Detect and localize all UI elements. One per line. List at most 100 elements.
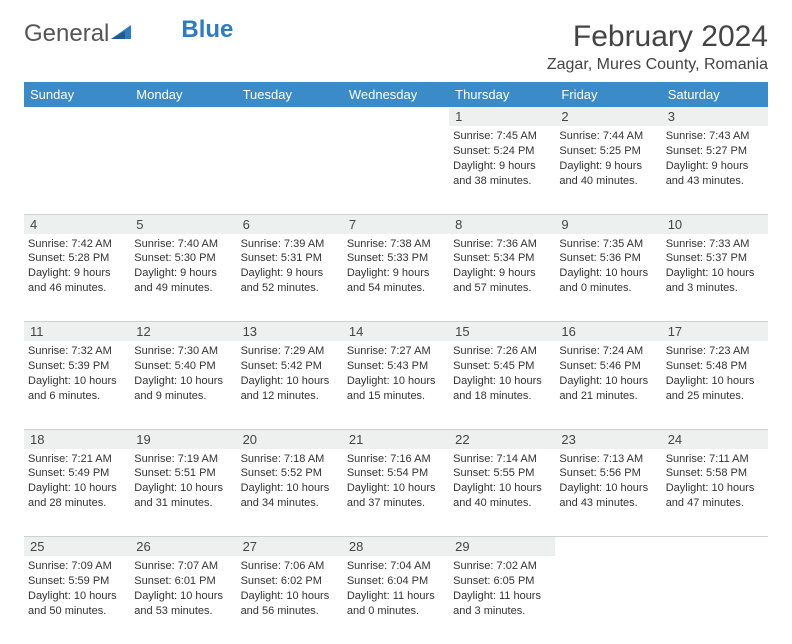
- day-header: Sunday: [24, 82, 130, 107]
- daylight-text-2: and 21 minutes.: [559, 389, 657, 404]
- daylight-text: Daylight: 9 hours: [453, 266, 551, 281]
- sunset-text: Sunset: 5:28 PM: [28, 251, 126, 266]
- daylight-text: Daylight: 10 hours: [134, 481, 232, 496]
- daylight-text-2: and 37 minutes.: [347, 496, 445, 511]
- sunrise-text: Sunrise: 7:45 AM: [453, 129, 551, 144]
- day-number: [24, 107, 130, 126]
- day-cell: [237, 126, 343, 214]
- day-number-row: 123: [24, 107, 768, 126]
- day-cell: Sunrise: 7:40 AMSunset: 5:30 PMDaylight:…: [130, 234, 236, 322]
- day-number: 13: [237, 322, 343, 342]
- daylight-text-2: and 0 minutes.: [347, 604, 445, 619]
- daylight-text: Daylight: 10 hours: [241, 374, 339, 389]
- day-header: Monday: [130, 82, 236, 107]
- daylight-text-2: and 3 minutes.: [453, 604, 551, 619]
- daylight-text: Daylight: 10 hours: [559, 374, 657, 389]
- day-number: 1: [449, 107, 555, 126]
- daylight-text: Daylight: 10 hours: [347, 481, 445, 496]
- daylight-text-2: and 49 minutes.: [134, 281, 232, 296]
- daylight-text: Daylight: 10 hours: [559, 266, 657, 281]
- day-cell: Sunrise: 7:09 AMSunset: 5:59 PMDaylight:…: [24, 556, 130, 644]
- day-number: 19: [130, 429, 236, 449]
- logo-text-2: Blue: [181, 16, 233, 44]
- sunrise-text: Sunrise: 7:26 AM: [453, 344, 551, 359]
- daylight-text: Daylight: 10 hours: [28, 481, 126, 496]
- day-cell: Sunrise: 7:38 AMSunset: 5:33 PMDaylight:…: [343, 234, 449, 322]
- day-number-row: 45678910: [24, 214, 768, 234]
- day-number: 29: [449, 537, 555, 557]
- sunrise-text: Sunrise: 7:04 AM: [347, 559, 445, 574]
- sunrise-text: Sunrise: 7:09 AM: [28, 559, 126, 574]
- sunset-text: Sunset: 6:04 PM: [347, 574, 445, 589]
- day-cell: Sunrise: 7:23 AMSunset: 5:48 PMDaylight:…: [662, 341, 768, 429]
- daylight-text-2: and 47 minutes.: [666, 496, 764, 511]
- day-cell: Sunrise: 7:30 AMSunset: 5:40 PMDaylight:…: [130, 341, 236, 429]
- daylight-text: Daylight: 10 hours: [28, 589, 126, 604]
- daylight-text: Daylight: 9 hours: [134, 266, 232, 281]
- day-content-row: Sunrise: 7:09 AMSunset: 5:59 PMDaylight:…: [24, 556, 768, 644]
- daylight-text-2: and 31 minutes.: [134, 496, 232, 511]
- sunset-text: Sunset: 5:55 PM: [453, 466, 551, 481]
- day-number: [662, 537, 768, 557]
- daylight-text: Daylight: 11 hours: [453, 589, 551, 604]
- daylight-text: Daylight: 9 hours: [347, 266, 445, 281]
- daylight-text: Daylight: 10 hours: [453, 374, 551, 389]
- sunset-text: Sunset: 5:56 PM: [559, 466, 657, 481]
- daylight-text-2: and 40 minutes.: [453, 496, 551, 511]
- sunrise-text: Sunrise: 7:44 AM: [559, 129, 657, 144]
- day-cell: Sunrise: 7:36 AMSunset: 5:34 PMDaylight:…: [449, 234, 555, 322]
- day-cell: [555, 556, 661, 644]
- daylight-text-2: and 3 minutes.: [666, 281, 764, 296]
- sunset-text: Sunset: 5:42 PM: [241, 359, 339, 374]
- daylight-text: Daylight: 10 hours: [134, 589, 232, 604]
- day-number: 15: [449, 322, 555, 342]
- day-number: [130, 107, 236, 126]
- daylight-text-2: and 43 minutes.: [559, 496, 657, 511]
- sunset-text: Sunset: 5:58 PM: [666, 466, 764, 481]
- day-number: 6: [237, 214, 343, 234]
- day-cell: Sunrise: 7:26 AMSunset: 5:45 PMDaylight:…: [449, 341, 555, 429]
- day-number: [555, 537, 661, 557]
- logo-text-1: General: [24, 20, 109, 48]
- daylight-text: Daylight: 10 hours: [666, 374, 764, 389]
- day-cell: Sunrise: 7:14 AMSunset: 5:55 PMDaylight:…: [449, 449, 555, 537]
- day-cell: Sunrise: 7:02 AMSunset: 6:05 PMDaylight:…: [449, 556, 555, 644]
- day-number: 8: [449, 214, 555, 234]
- day-number-row: 11121314151617: [24, 322, 768, 342]
- sunrise-text: Sunrise: 7:39 AM: [241, 237, 339, 252]
- day-cell: [24, 126, 130, 214]
- daylight-text-2: and 54 minutes.: [347, 281, 445, 296]
- day-cell: Sunrise: 7:18 AMSunset: 5:52 PMDaylight:…: [237, 449, 343, 537]
- day-number: [237, 107, 343, 126]
- day-cell: Sunrise: 7:39 AMSunset: 5:31 PMDaylight:…: [237, 234, 343, 322]
- daylight-text: Daylight: 10 hours: [241, 589, 339, 604]
- day-cell: Sunrise: 7:07 AMSunset: 6:01 PMDaylight:…: [130, 556, 236, 644]
- header: General Blue February 2024 Zagar, Mures …: [24, 20, 768, 74]
- sunrise-text: Sunrise: 7:18 AM: [241, 452, 339, 467]
- day-cell: Sunrise: 7:24 AMSunset: 5:46 PMDaylight:…: [555, 341, 661, 429]
- logo-icon: [111, 23, 133, 46]
- day-cell: Sunrise: 7:06 AMSunset: 6:02 PMDaylight:…: [237, 556, 343, 644]
- day-number: 7: [343, 214, 449, 234]
- sunset-text: Sunset: 5:49 PM: [28, 466, 126, 481]
- daylight-text-2: and 56 minutes.: [241, 604, 339, 619]
- day-number: 9: [555, 214, 661, 234]
- sunset-text: Sunset: 5:51 PM: [134, 466, 232, 481]
- sunrise-text: Sunrise: 7:40 AM: [134, 237, 232, 252]
- daylight-text: Daylight: 10 hours: [347, 374, 445, 389]
- sunrise-text: Sunrise: 7:19 AM: [134, 452, 232, 467]
- daylight-text: Daylight: 11 hours: [347, 589, 445, 604]
- day-cell: Sunrise: 7:04 AMSunset: 6:04 PMDaylight:…: [343, 556, 449, 644]
- logo: General Blue: [24, 20, 189, 48]
- daylight-text-2: and 9 minutes.: [134, 389, 232, 404]
- day-cell: Sunrise: 7:33 AMSunset: 5:37 PMDaylight:…: [662, 234, 768, 322]
- sunrise-text: Sunrise: 7:02 AM: [453, 559, 551, 574]
- month-title: February 2024: [547, 20, 768, 54]
- daylight-text-2: and 50 minutes.: [28, 604, 126, 619]
- sunset-text: Sunset: 5:59 PM: [28, 574, 126, 589]
- daylight-text-2: and 38 minutes.: [453, 174, 551, 189]
- sunset-text: Sunset: 6:01 PM: [134, 574, 232, 589]
- sunset-text: Sunset: 5:31 PM: [241, 251, 339, 266]
- sunset-text: Sunset: 5:45 PM: [453, 359, 551, 374]
- day-number: 4: [24, 214, 130, 234]
